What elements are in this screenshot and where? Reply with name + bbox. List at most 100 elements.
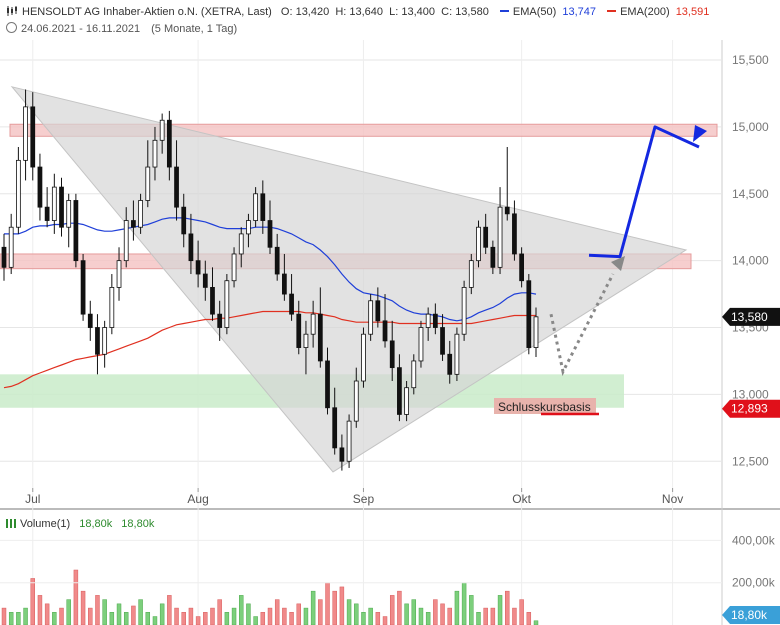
volume-bar xyxy=(102,599,107,625)
candle xyxy=(246,213,251,248)
price-tick-label: 15,000 xyxy=(732,120,769,134)
candle xyxy=(483,213,489,254)
candle-body-down xyxy=(87,313,93,328)
volume-tick-label: 200,00k xyxy=(732,576,776,590)
candle xyxy=(224,274,230,335)
volume-bar xyxy=(389,595,395,625)
candle xyxy=(87,300,93,341)
candle-body-down xyxy=(432,313,438,328)
candle xyxy=(296,300,302,355)
volume-bar xyxy=(404,603,409,625)
candle-body-up xyxy=(497,206,503,268)
candle-body-up xyxy=(461,287,467,335)
candle-body-down xyxy=(30,106,36,168)
volume-bar xyxy=(433,599,438,625)
candle-body-down xyxy=(447,353,453,375)
candle-body-up xyxy=(138,200,143,228)
candle xyxy=(353,367,359,428)
volume-bar xyxy=(195,616,201,625)
candle-body-down xyxy=(490,246,496,268)
candle-body-down xyxy=(174,166,179,208)
volume-bar xyxy=(440,603,445,625)
period-label: (5 Monate, 1 Tag) xyxy=(151,23,238,35)
price-tick-label: 12,500 xyxy=(732,454,769,468)
candle-body-up xyxy=(411,360,417,389)
candle-body-down xyxy=(512,213,517,255)
candle-body-down xyxy=(296,313,302,348)
volume-bar xyxy=(476,612,481,625)
volume-bar xyxy=(411,599,417,625)
volume-bar xyxy=(123,612,129,625)
candle xyxy=(397,354,402,422)
candle-body-up xyxy=(8,226,14,268)
candle xyxy=(80,253,86,321)
ema200-value: 13,591 xyxy=(675,6,710,18)
candlestick-icon xyxy=(7,6,17,16)
candle-body-up xyxy=(123,220,129,262)
candle-body-down xyxy=(1,246,7,268)
volume-bar xyxy=(490,607,496,625)
volume-bar xyxy=(526,612,532,625)
candle xyxy=(202,260,208,301)
candle-body-up xyxy=(224,280,230,328)
candle xyxy=(404,381,409,422)
candle-body-down xyxy=(181,206,187,235)
volume-tick-label: 400,00k xyxy=(732,533,776,547)
candle-body-up xyxy=(145,166,151,201)
candle xyxy=(368,294,374,341)
candle xyxy=(174,140,179,221)
price-tick-label: 13,000 xyxy=(732,387,769,401)
ema200-legend-swatch xyxy=(607,10,617,12)
candle xyxy=(210,267,215,321)
candle xyxy=(152,126,158,181)
candle xyxy=(217,300,223,341)
volume-bar xyxy=(339,586,345,625)
candle xyxy=(332,387,338,455)
volume-bar xyxy=(131,605,136,625)
candle-body-up xyxy=(253,193,258,221)
candle-body-up xyxy=(368,300,374,335)
candle xyxy=(37,153,43,221)
volume-bar xyxy=(145,612,151,625)
volume-label: Volume(1) xyxy=(20,518,71,530)
ema50-value: 13,747 xyxy=(562,6,597,18)
candle xyxy=(253,187,258,228)
volume-bar xyxy=(282,607,287,625)
price-tags: 13,580 12,893 18,80k xyxy=(722,307,780,625)
candle xyxy=(432,303,438,335)
volume-bar xyxy=(203,612,208,625)
volume-bar xyxy=(181,612,186,625)
candle-body-down xyxy=(504,206,510,215)
candle xyxy=(131,200,136,241)
candle-body-down xyxy=(317,313,323,362)
volume-bar xyxy=(116,603,122,625)
volume-bar xyxy=(497,595,503,625)
candle xyxy=(282,253,287,301)
volume-bar xyxy=(30,578,35,625)
candle-body-down xyxy=(267,220,273,248)
volume-bar xyxy=(533,620,539,625)
candle-body-down xyxy=(440,327,445,355)
volume-bar xyxy=(512,607,517,625)
candle xyxy=(526,274,532,355)
volume-bar xyxy=(354,603,359,625)
volume-bars: 400,00k 200,00k xyxy=(0,533,776,625)
volume-bar xyxy=(37,595,43,625)
candle xyxy=(490,240,496,275)
candle xyxy=(44,187,50,228)
volume-bar xyxy=(138,599,143,625)
volume-bar xyxy=(375,612,381,625)
candle-body-down xyxy=(188,233,194,262)
bullish-projection-arrowhead xyxy=(693,125,707,142)
volume-bar xyxy=(505,590,510,625)
candle xyxy=(512,200,517,261)
time-tick-label: Nov xyxy=(662,492,683,506)
volume-bar xyxy=(454,590,460,625)
candle xyxy=(317,287,323,368)
candle-body-down xyxy=(375,300,381,322)
candle xyxy=(447,340,453,384)
volume-bar xyxy=(296,603,301,625)
candle-body-down xyxy=(44,206,50,221)
candle-body-down xyxy=(274,246,280,275)
volume-bar xyxy=(109,612,115,625)
